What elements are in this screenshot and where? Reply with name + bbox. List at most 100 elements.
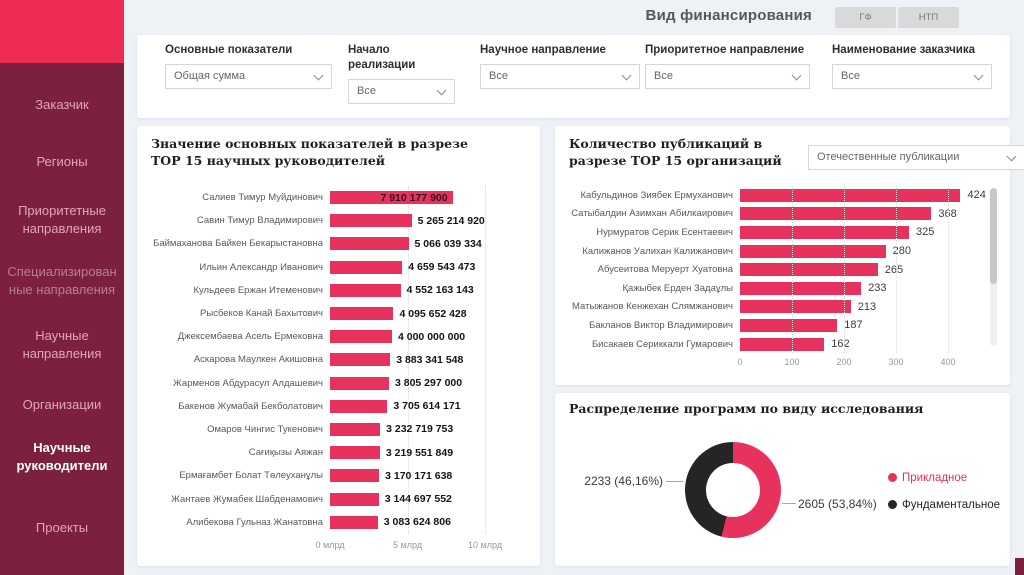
leader-bar[interactable] [330, 446, 380, 460]
leader-name: Баймаханова Байкен Бекарыстановна [153, 238, 323, 250]
leader-bar[interactable] [330, 399, 388, 413]
x-axis-tick: 400 [940, 357, 956, 367]
filter-label: Научное направление [480, 44, 606, 56]
sidebar-item-4[interactable]: Специализированные направления [7, 264, 117, 297]
corner-accent [1015, 558, 1024, 575]
start-date-select[interactable]: Все [348, 78, 455, 104]
leader-row: Баймаханова Байкен Бекарыстановна 5 066 0… [145, 232, 535, 255]
org-bar[interactable] [740, 337, 825, 351]
leader-bar[interactable] [330, 237, 409, 251]
donut-label-fundamental: 2233 (46,16%) [584, 474, 663, 488]
sidebar-item-3[interactable]: Приоритетные направления [18, 203, 106, 236]
org-value: 162 [831, 338, 850, 351]
sidebar-accent-block [0, 0, 124, 63]
leader-name: Жантаев Жумабек Шабденамович [171, 493, 323, 505]
org-bar[interactable] [740, 263, 878, 277]
bar-area: 3 083 624 806 [330, 515, 535, 529]
org-bar[interactable] [740, 318, 838, 332]
chevron-down-icon [313, 70, 324, 81]
chart-scrollbar-track[interactable] [990, 188, 997, 346]
selected-value: Все [654, 69, 673, 82]
leader-name: Сағиқызы Аяжан [248, 447, 323, 459]
org-row: Калижанов Уалихан Калижанович 280 [565, 242, 1005, 261]
leader-name: Кульдеев Ержан Итеменович [193, 284, 323, 296]
publications-type-select[interactable]: Отечественные публикации [808, 145, 1024, 170]
sidebar-item-5[interactable]: Научные направления [22, 328, 102, 361]
leader-bar[interactable] [330, 469, 380, 483]
org-value: 265 [884, 263, 904, 276]
legend-item[interactable]: Прикладное [888, 464, 1000, 491]
chart-scrollbar-thumb[interactable] [990, 188, 997, 284]
org-bar[interactable] [740, 300, 851, 314]
filter-label: Основные показатели [165, 44, 293, 56]
funding-toggle-gf-button[interactable]: ГФ [835, 7, 896, 28]
leaders-bar-plot: Салиев Тимур Муйдинович 7 910 177 900 Сави… [145, 186, 535, 558]
chart-title: Распределение программ по виду исследова… [569, 401, 924, 416]
sidebar-item-1[interactable]: Заказчик [35, 97, 89, 112]
org-value: 213 [857, 300, 877, 313]
sidebar-item-7[interactable]: Научные руководители [16, 440, 108, 473]
funding-toggle-ntp-button[interactable]: НТП [898, 7, 959, 28]
sidebar-item-2[interactable]: Регионы [36, 154, 88, 169]
selected-value: Общая сумма [174, 69, 246, 82]
org-bar[interactable] [740, 244, 886, 258]
leader-bar[interactable]: 7 910 177 900 [330, 191, 453, 205]
main-indicators-select[interactable]: Общая сумма [165, 63, 332, 89]
leader-bar[interactable] [330, 330, 392, 344]
bar-area: 5 265 214 920 [330, 214, 535, 228]
legend-item[interactable]: Фундаментальное [888, 491, 1000, 518]
leader-name: Джексембаева Асель Ермековна [177, 331, 323, 343]
org-value: 187 [844, 319, 863, 332]
leader-row: Рысбеков Канай Бахытович 4 095 652 428 [145, 302, 535, 325]
org-value: 368 [938, 207, 957, 220]
filter-bar: Основные показатели Общая сумма Начало р… [137, 35, 1010, 118]
leader-name: Алибекова Гульназ Жанатовна [186, 516, 323, 528]
leader-value: 3 219 551 849 [385, 446, 454, 459]
org-bar[interactable] [740, 188, 961, 202]
leader-value: 4 552 163 143 [406, 284, 474, 297]
donut-chart[interactable] [685, 442, 781, 538]
science-direction-select[interactable]: Все [480, 63, 640, 89]
org-row: Бакланов Виктор Владимирович 187 [565, 316, 1005, 335]
leader-bar[interactable] [330, 214, 412, 228]
filter-label: Начало реализации [348, 44, 416, 71]
sidebar-item-8[interactable]: Проекты [35, 520, 89, 535]
bar-area: 4 552 163 143 [330, 283, 535, 297]
org-bar[interactable] [740, 207, 932, 221]
org-name: Калижанов Уалихан Калижанович [582, 245, 733, 257]
leader-row: Жантаев Жумабек Шабденамович 3 144 697 55… [145, 487, 535, 510]
org-value: 325 [916, 226, 935, 239]
leader-bar[interactable] [330, 260, 403, 274]
org-bar[interactable] [740, 281, 862, 295]
orgs-bar-plot: Кабульдинов Зиябек Ермуханович 424 Сатыбал… [565, 186, 1005, 376]
bar-area: 3 232 719 753 [330, 422, 535, 436]
priority-direction-select[interactable]: Все [645, 63, 810, 89]
legend-dot-icon [888, 473, 897, 482]
leader-bar[interactable] [330, 307, 394, 321]
leader-value: 4 659 543 473 [408, 261, 476, 274]
bar-area: 3 705 614 171 [330, 399, 535, 413]
leader-value: 4 095 652 428 [399, 307, 467, 320]
leader-name: Салиев Тимур Муйдинович [202, 192, 323, 204]
leader-name: Жарменов Абдурасул Алдашевич [173, 377, 323, 389]
org-bar[interactable] [740, 225, 909, 239]
selected-value: Все [841, 69, 860, 82]
bar-area: 3 219 551 849 [330, 446, 535, 460]
leader-bar[interactable] [330, 283, 401, 297]
filter-customer-name: Наименование заказчика Все [832, 43, 992, 89]
donut-legend: Прикладное Фундаментальное [888, 464, 1000, 518]
org-name: Бакланов Виктор Владимирович [589, 319, 733, 331]
leader-name: Савин Тимур Владимирович [196, 215, 323, 227]
leader-bar[interactable] [330, 353, 391, 367]
leader-row: Омаров Чингис Тукенович 3 232 719 753 [145, 418, 535, 441]
org-name: Сатыбалдин Азимхан Абилкаирович [571, 208, 733, 220]
leader-bar[interactable] [330, 492, 379, 506]
bar-area: 3 144 697 552 [330, 492, 535, 506]
leader-bar[interactable] [330, 422, 381, 436]
leader-bar[interactable] [330, 515, 378, 529]
x-axis-tick: 0 млрд [315, 540, 345, 550]
customer-name-select[interactable]: Все [832, 63, 992, 89]
leader-bar[interactable] [330, 376, 389, 390]
org-row: Кабульдинов Зиябек Ермуханович 424 [565, 186, 1005, 205]
sidebar-item-6[interactable]: Организации [22, 397, 102, 412]
